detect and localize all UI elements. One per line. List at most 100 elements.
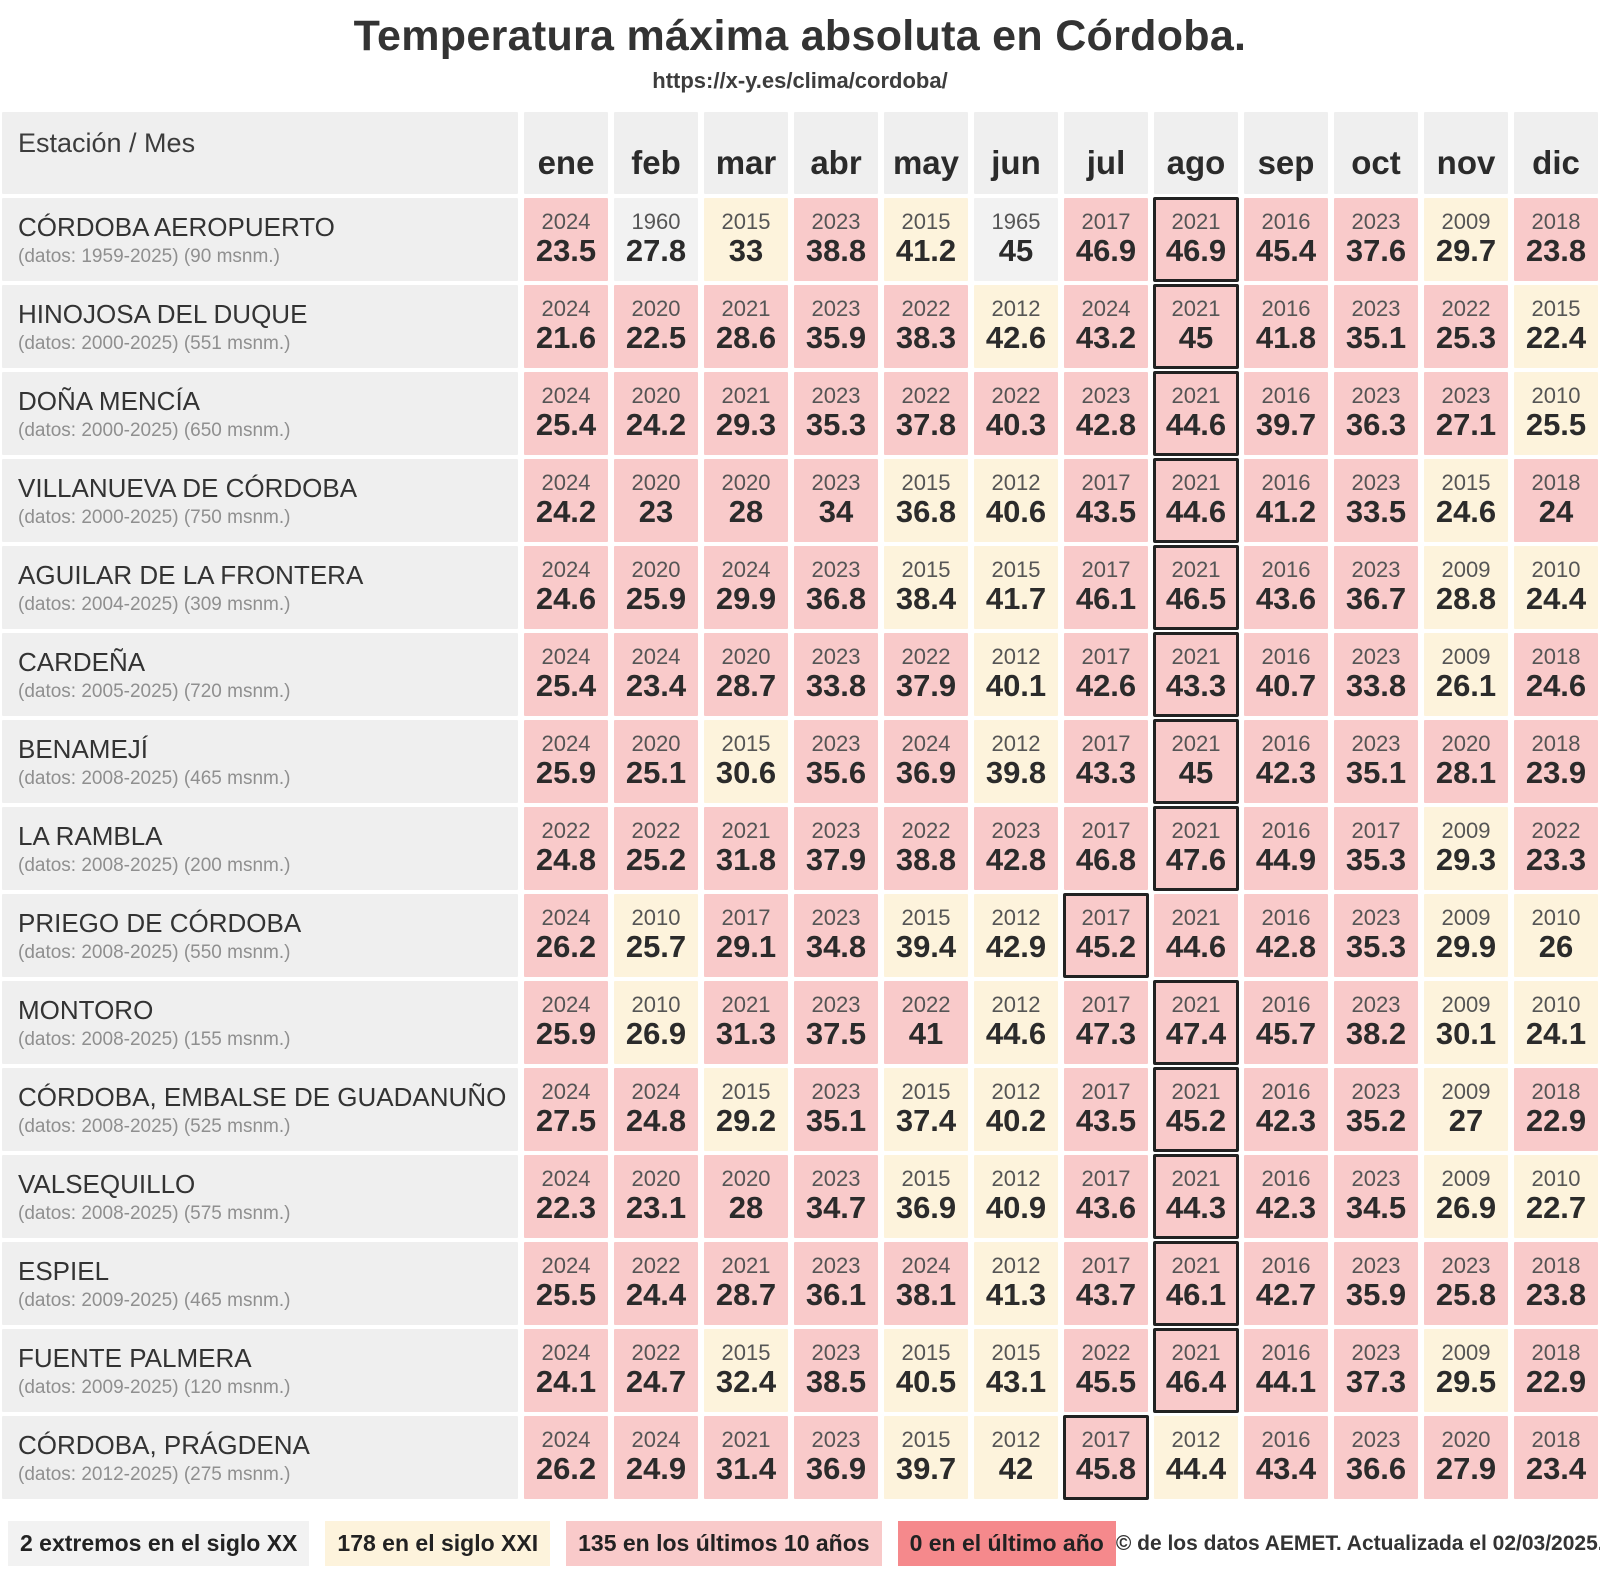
record-temperature: 47.6 (1165, 842, 1227, 878)
record-temperature: 39.4 (895, 929, 957, 965)
record-year: 2024 (541, 295, 591, 321)
record-year: 2016 (1261, 469, 1311, 495)
record-cell-nov: 2009 29.7 (1424, 198, 1508, 281)
record-year: 2024 (631, 1078, 681, 1104)
record-cell-dic: 2018 24 (1514, 459, 1598, 542)
record-cell-feb: 2020 25.1 (614, 720, 698, 803)
page-subtitle-url[interactable]: https://x-y.es/clima/cordoba/ (652, 68, 948, 93)
record-temperature: 36.1 (805, 1277, 867, 1313)
record-cell-mar: 2015 32.4 (704, 1329, 788, 1412)
record-temperature: 27.5 (535, 1103, 597, 1139)
record-temperature: 29.3 (715, 407, 777, 443)
record-year: 2023 (1351, 1339, 1401, 1365)
station-name: CÓRDOBA, EMBALSE DE GUADANUÑO (18, 1081, 507, 1112)
legend-item-last10: 135 en los últimos 10 años (566, 1521, 882, 1566)
record-year: 2023 (1351, 991, 1401, 1017)
record-temperature: 24.2 (625, 407, 687, 443)
record-temperature: 24.6 (535, 581, 597, 617)
record-temperature: 29.9 (1435, 929, 1497, 965)
record-year: 2023 (1351, 469, 1401, 495)
station-meta: (datos: 2008-2025) (550 msnm.) (18, 941, 291, 963)
record-year: 2023 (811, 556, 861, 582)
record-temperature: 25.4 (535, 407, 597, 443)
record-temperature: 43.5 (1075, 494, 1137, 530)
record-temperature: 40.7 (1255, 668, 1317, 704)
record-temperature: 42.7 (1255, 1277, 1317, 1313)
record-cell-ago: 2021 43.3 (1153, 632, 1239, 717)
record-temperature: 24.6 (1525, 668, 1587, 704)
record-year: 2021 (721, 817, 771, 843)
record-year: 2018 (1531, 469, 1581, 495)
record-cell-jul: 2017 46.1 (1064, 546, 1148, 629)
record-cell-may: 2015 36.8 (884, 459, 968, 542)
record-temperature: 44.3 (1165, 1190, 1227, 1226)
record-cell-dic: 2010 24.1 (1514, 981, 1598, 1064)
record-cell-oct: 2023 37.3 (1334, 1329, 1418, 1412)
record-year: 2020 (721, 469, 771, 495)
record-temperature: 26.2 (535, 929, 597, 965)
record-year: 2016 (1261, 1165, 1311, 1191)
record-temperature: 35.2 (1345, 1103, 1407, 1139)
record-cell-nov: 2009 26.1 (1424, 633, 1508, 716)
record-temperature: 42 (998, 1451, 1034, 1487)
record-cell-may: 2015 38.4 (884, 546, 968, 629)
record-year: 2015 (1531, 295, 1581, 321)
record-temperature: 46.5 (1165, 581, 1227, 617)
legend: 2 extremos en el siglo XX 178 en el siglo… (8, 1521, 1116, 1566)
record-temperature: 43.3 (1165, 668, 1227, 704)
record-cell-oct: 2023 34.5 (1334, 1155, 1418, 1238)
record-year: 2009 (1441, 904, 1491, 930)
record-temperature: 21.6 (535, 320, 597, 356)
record-cell-ago: 2021 46.1 (1153, 1241, 1239, 1326)
record-temperature: 38.1 (895, 1277, 957, 1313)
record-temperature: 24.9 (625, 1451, 687, 1487)
record-temperature: 47.4 (1165, 1016, 1227, 1052)
record-year: 2017 (1081, 643, 1131, 669)
record-year: 2023 (1351, 1078, 1401, 1104)
record-cell-jun: 2012 41.3 (974, 1242, 1058, 1325)
record-temperature: 47.3 (1075, 1016, 1137, 1052)
record-cell-oct: 2023 35.9 (1334, 1242, 1418, 1325)
record-cell-abr: 2023 33.8 (794, 633, 878, 716)
station-row-label: LA RAMBLA (datos: 2008-2025) (200 msnm.) (2, 807, 518, 890)
record-year: 2023 (991, 817, 1041, 843)
record-cell-ene: 2024 26.2 (524, 894, 608, 977)
record-cell-nov: 2020 27.9 (1424, 1416, 1508, 1499)
record-cell-jul: 2022 45.5 (1064, 1329, 1148, 1412)
record-temperature: 43.6 (1075, 1190, 1137, 1226)
record-temperature: 39.7 (895, 1451, 957, 1487)
record-temperature: 35.1 (805, 1103, 867, 1139)
record-cell-sep: 2016 44.9 (1244, 807, 1328, 890)
station-row-label: BENAMEJÍ (datos: 2008-2025) (465 msnm.) (2, 720, 518, 803)
record-temperature: 30.1 (1435, 1016, 1497, 1052)
record-temperature: 28.7 (715, 668, 777, 704)
record-temperature: 33.8 (1345, 668, 1407, 704)
record-year: 2020 (631, 730, 681, 756)
record-cell-nov: 2009 29.5 (1424, 1329, 1508, 1412)
record-cell-ene: 2024 25.9 (524, 720, 608, 803)
record-temperature: 31.8 (715, 842, 777, 878)
station-name: PRIEGO DE CÓRDOBA (18, 907, 302, 938)
legend-item-xx: 2 extremos en el siglo XX (8, 1521, 310, 1566)
record-temperature: 25.5 (535, 1277, 597, 1313)
record-cell-jun: 2022 40.3 (974, 372, 1058, 455)
record-temperature: 23.8 (1525, 1277, 1587, 1313)
record-temperature: 36.8 (805, 581, 867, 617)
record-temperature: 24.2 (535, 494, 597, 530)
record-cell-ago: 2021 46.9 (1153, 197, 1239, 282)
record-year: 2023 (811, 817, 861, 843)
record-cell-feb: 2020 25.9 (614, 546, 698, 629)
record-year: 2015 (901, 1165, 951, 1191)
record-temperature: 28.1 (1435, 755, 1497, 791)
record-cell-mar: 2015 33 (704, 198, 788, 281)
record-temperature: 41.2 (1255, 494, 1317, 530)
station-name: DOÑA MENCÍA (18, 385, 201, 416)
record-cell-feb: 2020 23 (614, 459, 698, 542)
record-year: 2022 (991, 382, 1041, 408)
record-cell-mar: 2020 28 (704, 1155, 788, 1238)
record-year: 2012 (991, 469, 1041, 495)
record-year: 2024 (541, 1165, 591, 1191)
record-cell-feb: 1960 27.8 (614, 198, 698, 281)
record-temperature: 25.7 (625, 929, 687, 965)
record-year: 2024 (541, 730, 591, 756)
